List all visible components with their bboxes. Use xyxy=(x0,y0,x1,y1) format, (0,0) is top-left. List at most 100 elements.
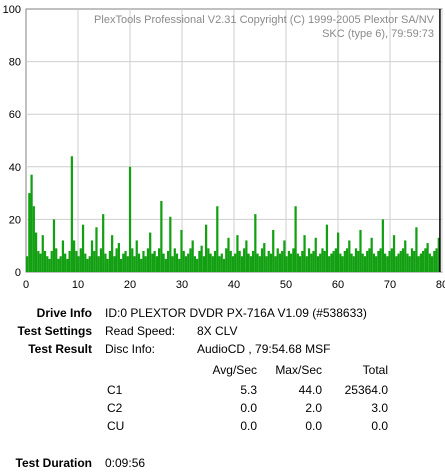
c1-bar xyxy=(169,216,172,272)
c1-bar xyxy=(46,256,49,272)
c1-bar xyxy=(366,250,369,272)
c1-bar xyxy=(124,250,127,272)
c1-bar xyxy=(251,250,255,272)
c1-bar xyxy=(424,248,427,272)
c1-bar xyxy=(182,250,185,272)
c1-bar xyxy=(249,256,252,272)
c1-bar xyxy=(298,256,302,272)
c1-bar xyxy=(178,258,181,272)
x-tick-labels: 0 10 20 30 40 50 60 70 80 xyxy=(23,279,445,291)
c1-bar xyxy=(213,250,217,272)
c1-bar xyxy=(310,253,313,272)
c1-bar xyxy=(164,258,167,272)
c1-bar xyxy=(330,253,333,272)
c1-bar xyxy=(256,253,259,272)
c1-bar xyxy=(142,250,145,272)
c1-bar xyxy=(191,240,194,272)
c1-bar xyxy=(404,240,407,272)
c1-bar xyxy=(328,256,331,272)
c1-bar xyxy=(26,256,29,272)
c1-bar xyxy=(153,250,156,272)
test-duration-value: 0:09:56 xyxy=(105,456,146,470)
c1-bar xyxy=(95,227,98,272)
c1-bar xyxy=(189,248,192,272)
x-tick-label: 80 xyxy=(436,279,445,291)
c1-bar xyxy=(204,224,208,272)
c1-error-chart: PlexTools Professional V2.31 Copyright (… xyxy=(3,4,445,291)
c1-bar xyxy=(381,219,384,272)
c1-bar xyxy=(408,256,411,272)
row-cu-avg: 0.0 xyxy=(240,419,257,433)
x-tick-label: 40 xyxy=(228,279,240,291)
c1-bar xyxy=(158,248,161,272)
c1-bar xyxy=(61,240,65,272)
c1-bars xyxy=(26,156,440,272)
y-tick-label: 0 xyxy=(15,267,21,279)
c1-bar xyxy=(37,250,40,272)
c1-bar xyxy=(363,256,367,272)
test-duration-label: Test Duration xyxy=(15,456,92,470)
row-cu-name: CU xyxy=(107,419,125,433)
c1-bar xyxy=(193,256,197,272)
c1-bar xyxy=(41,235,44,272)
row-c1-total: 25364.0 xyxy=(344,383,388,397)
row-cu-max: 0.0 xyxy=(305,419,322,433)
c1-bar xyxy=(290,253,293,272)
row-c1-max: 44.0 xyxy=(298,383,322,397)
c1-bar xyxy=(410,248,414,272)
c1-bar xyxy=(323,250,326,272)
disc-info-label: Disc Info: xyxy=(105,342,156,356)
y-tick-labels: 0 20 40 60 80 100 xyxy=(3,4,21,279)
c1-bar xyxy=(184,256,188,272)
c1-bar xyxy=(301,250,304,272)
c1-bar xyxy=(272,229,275,272)
c1-bar xyxy=(437,237,440,272)
x-tick-label: 60 xyxy=(332,279,344,291)
c1-bar xyxy=(368,248,371,272)
c1-bar xyxy=(397,253,400,272)
c1-bar xyxy=(258,256,261,272)
c1-bar xyxy=(319,253,322,272)
c1-bar xyxy=(133,256,136,272)
c1-bar xyxy=(32,206,35,272)
drive-info-label: Drive Info xyxy=(36,306,92,320)
c1-bar xyxy=(413,250,416,272)
c1-bar xyxy=(354,248,358,272)
c1-bar xyxy=(77,256,80,272)
c1-bar xyxy=(211,256,214,272)
c1-bar xyxy=(240,256,244,272)
read-speed-label: Read Speed: xyxy=(105,324,176,338)
c1-bar xyxy=(198,250,201,272)
c1-bar xyxy=(48,258,51,272)
c1-bar xyxy=(361,253,364,272)
c1-bar xyxy=(399,250,402,272)
c1-bar xyxy=(43,250,47,272)
watermark-line-2: SKC (type 6), 79:59:73 xyxy=(322,28,434,40)
y-tick-label: 100 xyxy=(3,4,21,16)
c1-bar xyxy=(66,258,69,272)
c1-bar xyxy=(377,250,380,272)
c1-bar xyxy=(388,250,391,272)
drive-info-value: ID:0 PLEXTOR DVDR PX-716A V1.09 (#538633… xyxy=(105,306,367,320)
c1-bar xyxy=(122,253,125,272)
c1-bar xyxy=(406,253,409,272)
c1-bar xyxy=(70,156,73,272)
c1-bar xyxy=(238,250,241,272)
c1-bar xyxy=(52,219,56,272)
c1-bar xyxy=(415,227,418,272)
c1-bar xyxy=(227,237,230,272)
c1-bar xyxy=(72,240,76,272)
c1-bar xyxy=(321,248,324,272)
c1-bar xyxy=(64,253,67,272)
c1-bar xyxy=(350,253,353,272)
c1-bar xyxy=(263,243,266,272)
c1-bar xyxy=(303,235,306,272)
c1-bar xyxy=(267,250,270,272)
c1-bar xyxy=(144,256,147,272)
c1-bar xyxy=(375,256,378,272)
c1-bar xyxy=(341,256,344,272)
c1-bar xyxy=(245,240,248,272)
c1-bar xyxy=(200,245,203,272)
c1-bar xyxy=(422,250,425,272)
c1-bar xyxy=(314,237,317,272)
